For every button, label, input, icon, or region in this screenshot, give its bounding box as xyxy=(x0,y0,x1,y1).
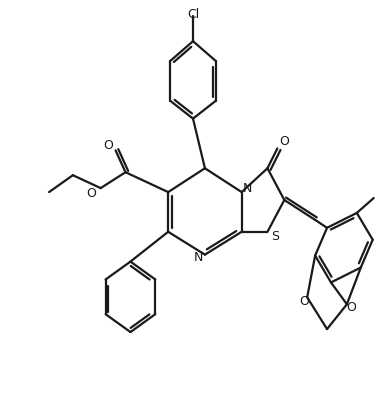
Text: O: O xyxy=(86,186,96,199)
Text: O: O xyxy=(279,135,289,148)
Text: O: O xyxy=(299,295,309,308)
Text: Cl: Cl xyxy=(187,8,199,21)
Text: S: S xyxy=(271,230,279,243)
Text: N: N xyxy=(243,182,252,195)
Text: O: O xyxy=(104,139,113,152)
Text: O: O xyxy=(346,301,356,314)
Text: N: N xyxy=(193,251,203,264)
